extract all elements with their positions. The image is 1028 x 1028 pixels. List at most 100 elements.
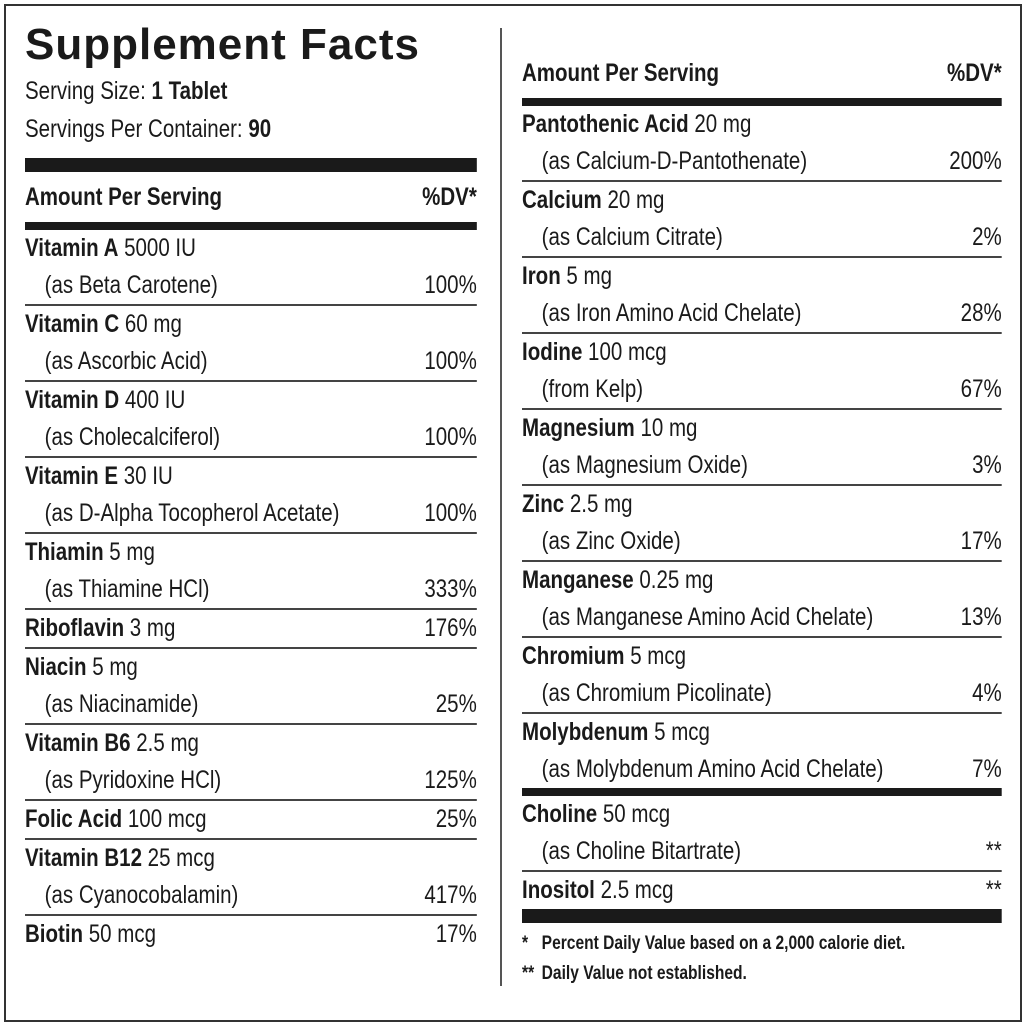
nutrient-source: (as Beta Carotene) [44,271,218,299]
nutrient-row: Folic Acid 100 mcg 25% [25,799,477,838]
serving-value: 1 Tablet [151,77,228,105]
row-line: Zinc 2.5 mg [522,486,1002,523]
row-line: (as Iron Amino Acid Chelate) 28% [522,295,1002,332]
row-line: Vitamin A 5000 IU [25,230,477,267]
amount-header: Amount Per Serving [25,182,223,211]
nutrient-source: (as Pyridoxine HCl) [44,766,222,794]
nutrient-amount: 25 mcg [147,844,215,872]
nutrient-row: Zinc 2.5 mg (as Zinc Oxide) 17% [522,484,1002,560]
row-line: (as Calcium Citrate) 2% [522,219,1002,256]
nutrient-amount: 2.5 mg [569,490,633,518]
nutrient-name: Iodine [522,338,583,366]
row-line: Iron 5 mg [522,258,1002,295]
daily-value: 100% [424,347,477,375]
nutrient-amount: 50 mcg [88,920,157,948]
nutrient-amount: 10 mg [640,414,698,442]
nutrient-name: Vitamin A [25,234,119,262]
thick-bar [25,158,477,172]
nutrient-row: Choline 50 mcg (as Choline Bitartrate) ** [522,788,1002,870]
nutrient-row: Iron 5 mg (as Iron Amino Acid Chelate) 28% [522,256,1002,332]
nutrient-amount: 100 mcg [127,805,207,833]
nutrient-source: (as Manganese Amino Acid Chelate) [541,603,874,631]
daily-value: 200% [949,147,1002,175]
nutrient-label: Niacin 5 mg [25,649,138,686]
nutrient-amount: 50 mcg [602,800,671,828]
row-line: (from Kelp) 67% [522,371,1002,408]
row-line: Niacin 5 mg [25,649,477,686]
nutrient-row: Thiamin 5 mg (as Thiamine HCl) 333% [25,532,477,608]
nutrient-label: Riboflavin 3 mg [25,610,175,647]
nutrient-name: Biotin [25,920,84,948]
row-line: Vitamin E 30 IU [25,458,477,495]
daily-value: 17% [435,920,477,948]
row-line: (as Zinc Oxide) 17% [522,523,1002,560]
nutrient-amount: 5 mcg [630,642,687,670]
daily-value: 25% [435,805,477,833]
column-divider [500,28,502,986]
nutrient-row: Niacin 5 mg (as Niacinamide) 25% [25,647,477,723]
row-line: Choline 50 mcg [522,796,1002,833]
row-line: Vitamin C 60 mg [25,306,477,343]
nutrient-source: (as Thiamine HCl) [44,575,210,603]
nutrient-label: Biotin 50 mcg [25,916,156,953]
serving-line: Servings Per Container: 90 [25,110,477,148]
nutrient-amount: 100 mcg [588,338,667,366]
nutrient-name: Vitamin D [25,386,120,414]
row-line: Calcium 20 mg [522,182,1002,219]
row-line: Thiamin 5 mg [25,534,477,571]
nutrient-amount: 0.25 mg [639,566,714,594]
row-line: Pantothenic Acid 20 mg [522,106,1002,143]
nutrient-name: Iron [522,262,561,290]
nutrient-name: Vitamin C [25,310,120,338]
nutrient-list: Pantothenic Acid 20 mg (as Calcium-D-Pant… [522,106,1002,788]
nutrient-row: Vitamin C 60 mg (as Ascorbic Acid) 100% [25,304,477,380]
row-line: (as Choline Bitartrate) ** [522,833,1002,870]
daily-value: 176% [424,614,477,642]
footnotes: * Percent Daily Value based on a 2,000 ca… [522,929,1002,989]
nutrient-label: Chromium 5 mcg [522,638,686,675]
nutrient-list: Vitamin A 5000 IU (as Beta Carotene) 100% V… [25,230,477,953]
row-line: (as D-Alpha Tocopherol Acetate) 100% [25,495,477,532]
row-line: Inositol 2.5 mcg ** [522,872,1002,909]
nutrient-amount: 60 mg [124,310,182,338]
nutrient-label: Vitamin A 5000 IU [25,230,196,267]
nutrient-label: Vitamin B6 2.5 mg [25,725,199,762]
daily-value: 25% [435,690,477,718]
nutrient-label: Calcium 20 mg [522,182,664,219]
row-line: Manganese 0.25 mg [522,562,1002,599]
footnote-mark: * [522,933,529,954]
nutrient-label: Magnesium 10 mg [522,410,697,447]
nutrient-amount: 5 mg [566,262,613,290]
nutrient-row: Vitamin A 5000 IU (as Beta Carotene) 100% [25,230,477,304]
daily-value: 2% [972,223,1002,251]
daily-value: 67% [960,375,1002,403]
nutrient-amount: 20 mg [607,186,665,214]
nutrient-label: Thiamin 5 mg [25,534,155,571]
nutrient-row: Inositol 2.5 mcg ** [522,870,1002,909]
row-line: Folic Acid 100 mcg 25% [25,801,477,838]
dv-header: %DV* [422,182,477,211]
row-line: (as Cholecalciferol) 100% [25,419,477,456]
footnote: ** Daily Value not established. [522,959,1002,989]
nutrient-source: (from Kelp) [541,375,644,403]
daily-value: 7% [972,755,1002,783]
daily-value: 100% [424,271,477,299]
nutrient-label: Inositol 2.5 mcg [522,872,674,909]
daily-value: 17% [960,527,1002,555]
nutrient-source: (as Cholecalciferol) [44,423,221,451]
nutrient-amount: 2.5 mg [136,729,199,757]
nutrient-source: (as Molybdenum Amino Acid Chelate) [541,755,884,783]
nutrient-label: Vitamin E 30 IU [25,458,173,495]
nutrient-amount: 30 IU [123,462,173,490]
row-line: (as Chromium Picolinate) 4% [522,675,1002,712]
footnote-text: Percent Daily Value based on a 2,000 cal… [541,933,906,954]
row-line: Iodine 100 mcg [522,334,1002,371]
nutrient-amount: 5 mg [92,653,138,681]
nutrient-name: Niacin [25,653,87,681]
nutrient-name: Riboflavin [25,614,125,642]
nutrient-label: Vitamin D 400 IU [25,382,185,419]
nutrient-label: Choline 50 mcg [522,796,670,833]
daily-value: 100% [424,499,477,527]
nutrient-amount: 5 mg [109,538,155,566]
